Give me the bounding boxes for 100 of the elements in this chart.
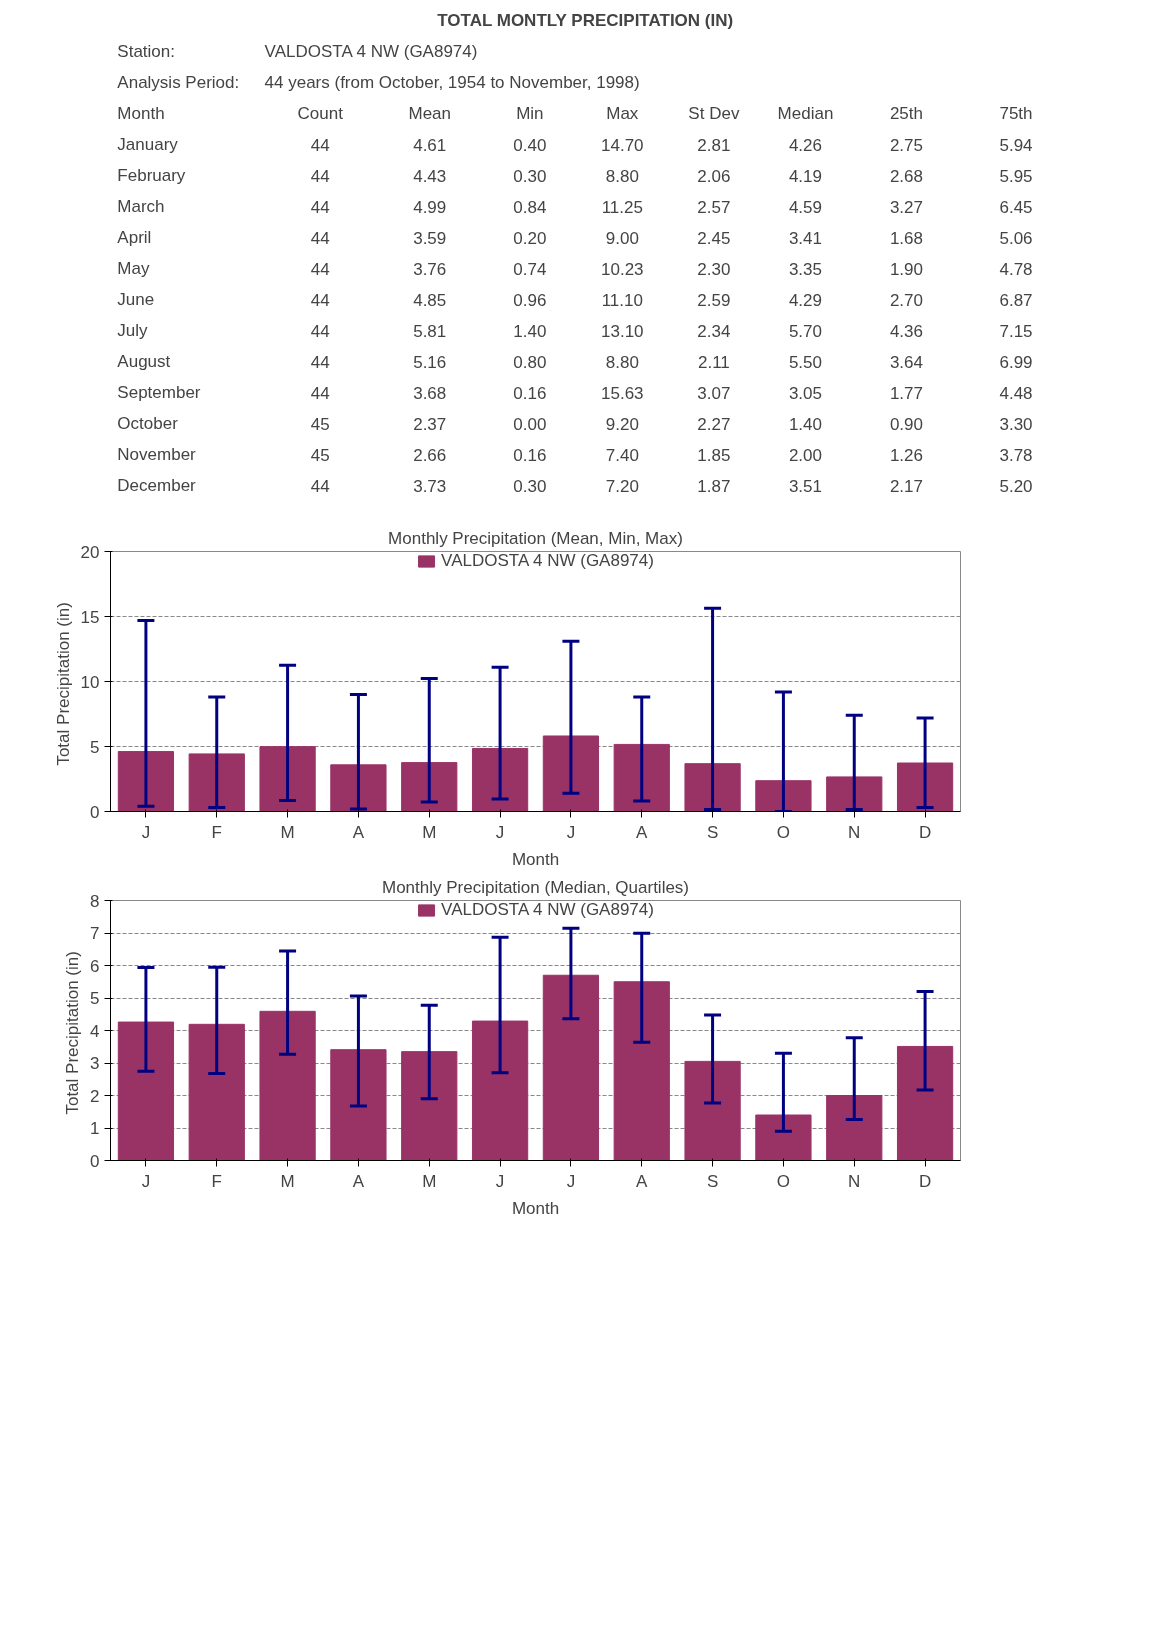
legend-label: VALDOSTA 4 NW (GA8974) (441, 900, 654, 920)
data-label: 4.36 (889, 321, 923, 341)
y-tick-label: 4 (90, 1021, 100, 1041)
x-tick-label: J (495, 1171, 505, 1191)
data-label: 4.99 (413, 197, 447, 217)
x-tick-label: J (566, 1171, 576, 1191)
data-label: 2.34 (697, 321, 731, 341)
text: Count (297, 104, 344, 123)
y-tick-label: 3 (90, 1054, 100, 1073)
data-label: 1.90 (889, 259, 923, 279)
data-label: 8.80 (605, 352, 639, 372)
data-label: 1.68 (889, 228, 923, 248)
data-label: 7.15 (999, 321, 1033, 341)
x-tick-label: M (422, 822, 437, 842)
category-label: July (117, 321, 149, 340)
data-label: 44 (310, 352, 330, 372)
y-axis-title: Total Precipitation (in) (63, 951, 83, 1115)
bar (471, 747, 529, 812)
data-label: 1.77 (889, 383, 923, 403)
data-label: 2.30 (697, 259, 731, 279)
text: Median (777, 104, 834, 123)
bar (613, 743, 670, 812)
y-tick-label: 5 (90, 989, 100, 1008)
y-tick-label: 5 (90, 737, 100, 757)
data-label: 3.64 (889, 352, 923, 372)
text: St Dev (688, 104, 740, 123)
bar (684, 1060, 741, 1161)
bar (542, 974, 600, 1161)
data-label: 4.85 (413, 290, 447, 310)
x-tick-label: J (566, 822, 576, 842)
data-label: 2.17 (889, 476, 923, 496)
data-label: 0.40 (513, 135, 547, 155)
category-label: December (117, 476, 197, 495)
bar (401, 762, 458, 812)
data-label: 44 (310, 228, 330, 248)
text: Analysis Period: (117, 73, 240, 92)
x-axis-title: Month (511, 849, 560, 869)
data-label: 5.20 (999, 476, 1033, 496)
bar (117, 751, 175, 812)
chart-title: Monthly Precipitation (Mean, Min, Max) (388, 528, 683, 548)
text: 25th (889, 104, 923, 123)
category-label: April (117, 228, 152, 247)
bar (259, 1010, 316, 1161)
text: Max (606, 104, 639, 123)
data-label: 44 (310, 383, 330, 403)
x-axis-title: Month (511, 1198, 560, 1218)
data-label: 9.20 (605, 414, 639, 434)
data-label: 0.74 (513, 259, 547, 279)
bar (542, 735, 600, 812)
bar (826, 1095, 883, 1161)
data-label: 5.95 (999, 166, 1033, 186)
data-label: 2.57 (697, 197, 731, 217)
bar (188, 753, 245, 812)
bar (330, 764, 387, 812)
text: 75th (999, 104, 1033, 123)
text: Station: (117, 42, 175, 61)
y-tick-label: 0 (90, 1151, 100, 1171)
category-label: October (117, 414, 179, 433)
x-tick-label: J (141, 822, 151, 842)
data-label: 2.70 (889, 290, 923, 310)
data-label: 13.10 (601, 321, 644, 341)
data-label: 14.70 (601, 135, 644, 155)
chart-title: Monthly Precipitation (Median, Quartiles) (381, 877, 690, 897)
data-label: 1.26 (889, 445, 923, 465)
bar (755, 1114, 812, 1161)
data-label: 0.80 (513, 352, 547, 372)
data-label: 3.07 (697, 383, 731, 403)
data-label: 2.00 (788, 445, 823, 465)
x-tick-label: D (918, 822, 932, 842)
data-label: 2.27 (697, 414, 731, 434)
data-label: 3.41 (788, 228, 823, 248)
data-label: 2.81 (697, 135, 731, 155)
y-tick-label: 8 (90, 891, 100, 911)
x-tick-label: M (280, 1171, 295, 1191)
data-label: 3.76 (413, 259, 447, 279)
x-tick-label: J (495, 822, 505, 842)
data-label: 3.68 (413, 383, 447, 403)
data-label: 5.70 (788, 321, 823, 341)
data-label: 44 (310, 290, 330, 310)
data-label: 0.30 (513, 476, 547, 496)
bar (259, 746, 316, 812)
data-label: 6.99 (999, 352, 1033, 372)
data-label: 6.87 (999, 290, 1033, 310)
data-label: 3.51 (788, 476, 823, 496)
data-label: 1.85 (697, 445, 731, 465)
text: Min (516, 104, 544, 123)
bar (684, 763, 741, 812)
data-label: 45 (310, 414, 330, 434)
data-label: 44 (310, 321, 330, 341)
text: TOTAL MONTLY PRECIPITATION (IN) (437, 11, 734, 30)
bar (896, 1045, 954, 1161)
bar (117, 1021, 175, 1161)
data-label: 0.00 (513, 414, 547, 434)
x-tick-label: O (776, 822, 791, 842)
y-tick-label: 0 (90, 802, 100, 822)
bar (613, 981, 670, 1161)
y-tick-label: 10 (80, 672, 100, 692)
data-label: 15.63 (601, 383, 644, 403)
data-label: 3.78 (999, 445, 1033, 465)
data-label: 0.84 (513, 197, 547, 217)
